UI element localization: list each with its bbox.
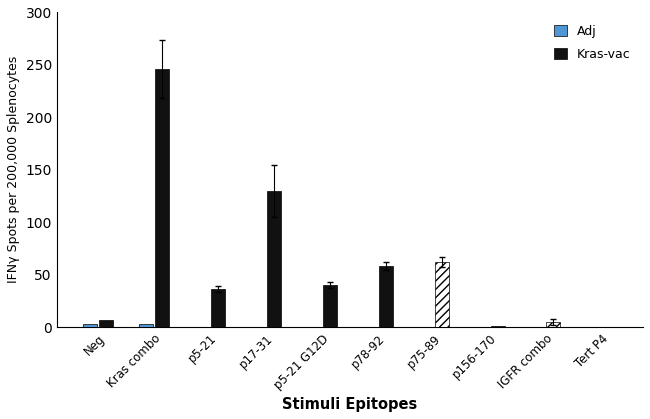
Bar xyxy=(99,320,113,327)
Bar xyxy=(155,69,169,327)
Bar xyxy=(547,322,560,327)
Bar xyxy=(211,289,225,327)
Bar xyxy=(323,285,337,327)
Y-axis label: IFNγ Spots per 200,000 Splenocytes: IFNγ Spots per 200,000 Splenocytes xyxy=(7,56,20,283)
Bar xyxy=(139,324,153,327)
Legend: Adj, Kras-vac: Adj, Kras-vac xyxy=(548,19,637,67)
Bar xyxy=(379,266,393,327)
Bar xyxy=(267,191,281,327)
Bar xyxy=(435,262,448,327)
X-axis label: Stimuli Epitopes: Stimuli Epitopes xyxy=(282,397,417,412)
Bar xyxy=(83,324,98,327)
Bar xyxy=(491,326,504,327)
